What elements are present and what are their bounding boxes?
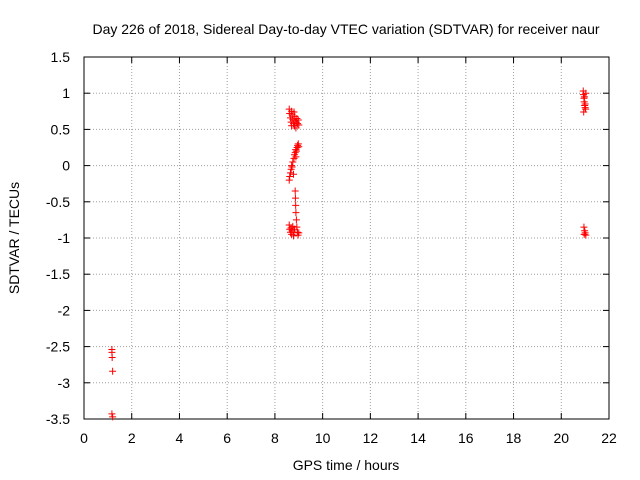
x-tick-label: 18 <box>506 430 522 446</box>
data-point <box>108 353 116 361</box>
data-points <box>108 87 590 421</box>
data-point <box>291 194 299 202</box>
data-point <box>580 108 588 116</box>
data-point <box>581 100 589 108</box>
data-point <box>293 115 301 123</box>
data-point <box>289 158 297 166</box>
data-point <box>292 147 300 155</box>
data-point <box>582 231 590 239</box>
data-point <box>295 143 303 151</box>
x-tick-label: 12 <box>363 430 379 446</box>
x-tick-label: 14 <box>410 430 426 446</box>
data-point <box>290 170 298 178</box>
chart-title: Day 226 of 2018, Sidereal Day-to-day VTE… <box>92 21 599 37</box>
y-tick-label: -1.5 <box>46 266 70 282</box>
data-point <box>580 93 588 101</box>
y-tick-label: -2 <box>58 302 71 318</box>
x-tick-label: 16 <box>458 430 474 446</box>
data-point <box>291 187 299 195</box>
x-axis-label: GPS time / hours <box>293 457 400 473</box>
data-point <box>295 229 303 237</box>
data-point <box>580 223 588 231</box>
y-tick-label: -3.5 <box>46 411 70 427</box>
x-tick-label: 6 <box>223 430 231 446</box>
data-point <box>109 413 117 421</box>
data-point <box>292 201 300 209</box>
x-tick-label: 4 <box>176 430 184 446</box>
x-tick-label: 0 <box>80 430 88 446</box>
x-tick-label: 20 <box>553 430 569 446</box>
y-tick-label: -2.5 <box>46 339 70 355</box>
y-tick-label: -3 <box>58 375 71 391</box>
y-tick-label: 0 <box>62 158 70 174</box>
y-tick-label: 0.5 <box>51 121 71 137</box>
data-point <box>108 410 116 418</box>
y-tick-label: -0.5 <box>46 194 70 210</box>
data-point <box>287 224 295 232</box>
x-tick-label: 22 <box>601 430 617 446</box>
plot-area-border <box>83 56 610 420</box>
data-point <box>292 146 300 154</box>
tick-labels: 0 2 4 6 8 10 12 14 16 18 20 22-3.5-3-2.5-2-1.5-1-0.… <box>46 49 617 446</box>
grid <box>84 57 609 419</box>
data-point <box>292 209 300 217</box>
x-tick-label: 10 <box>315 430 331 446</box>
data-point <box>295 121 303 129</box>
x-tick-label: 8 <box>271 430 279 446</box>
data-point <box>580 230 588 238</box>
data-point <box>288 107 296 115</box>
data-point <box>286 172 294 180</box>
y-tick-label: 1 <box>62 85 70 101</box>
data-point <box>292 216 300 224</box>
y-tick-label: 1.5 <box>51 49 71 65</box>
data-point <box>294 141 302 149</box>
x-tick-label: 2 <box>128 430 136 446</box>
data-point <box>582 89 590 97</box>
data-point <box>293 223 301 231</box>
y-tick-label: -1 <box>58 230 71 246</box>
data-point <box>109 367 117 375</box>
data-point <box>288 163 296 171</box>
data-point <box>290 122 298 130</box>
y-axis-label: SDTVAR / TECUs <box>6 182 22 294</box>
data-point <box>289 222 297 230</box>
data-point <box>286 169 294 177</box>
